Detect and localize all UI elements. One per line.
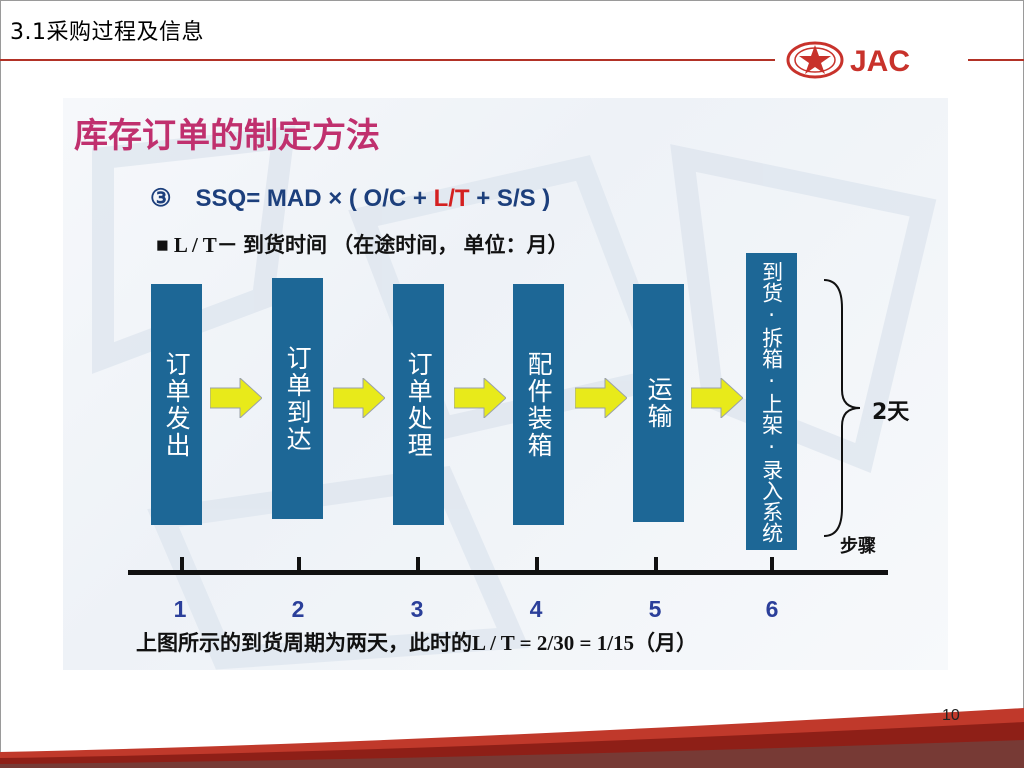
ssq-formula: ③ SSQ= MAD × ( O/C + L/T + S/S ) [150, 178, 550, 213]
axis-tick [535, 557, 539, 572]
step-number-1: 1 [173, 596, 187, 622]
lt-definition: ■ L / T－ 到货时间 （在途时间， 单位：月） [156, 233, 569, 257]
arrow-icon [210, 378, 262, 418]
content-title: 库存订单的制定方法 [74, 116, 380, 156]
step-number-2: 2 [291, 596, 305, 622]
step-box-5: 运输 [633, 284, 684, 522]
logo-text: JAC [850, 45, 910, 78]
axis-tick [770, 557, 774, 572]
axis-label: 步骤 [840, 536, 876, 557]
duration-label: 2天 [872, 400, 910, 425]
footer-swoosh [0, 708, 1024, 768]
jac-logo: JAC [786, 41, 910, 79]
arrow-icon [691, 378, 743, 418]
step-number-6: 6 [765, 596, 779, 622]
step-number-3: 3 [410, 596, 424, 622]
step-number-4: 4 [529, 596, 543, 622]
axis-tick [180, 557, 184, 572]
header-divider [0, 59, 775, 61]
section-title: 3.1采购过程及信息 [10, 20, 204, 45]
timeline-axis [128, 570, 888, 575]
step-box-6: 到货·拆箱·上架·录入系统 [746, 253, 797, 550]
curly-brace-icon [823, 279, 861, 537]
formula-prefix: ③ SSQ= MAD × ( O/C + [150, 185, 434, 212]
step-box-3: 订单处理 [393, 284, 444, 525]
formula-suffix: + S/S ) [469, 185, 551, 212]
arrow-icon [333, 378, 385, 418]
page-number: 10 [942, 707, 960, 724]
step-box-1: 订单发出 [151, 284, 202, 525]
header-divider-right [968, 59, 1024, 61]
caption: 上图所示的到货周期为两天，此时的L / T = 2/30 = 1/15（月） [136, 631, 698, 655]
step-box-4: 配件装箱 [513, 284, 564, 525]
arrow-icon [575, 378, 627, 418]
formula-highlight: L/T [433, 185, 470, 212]
step-box-2: 订单到达 [272, 278, 323, 519]
axis-tick [416, 557, 420, 572]
axis-tick [297, 557, 301, 572]
arrow-icon [454, 378, 506, 418]
axis-tick [654, 557, 658, 572]
step-number-5: 5 [648, 596, 662, 622]
